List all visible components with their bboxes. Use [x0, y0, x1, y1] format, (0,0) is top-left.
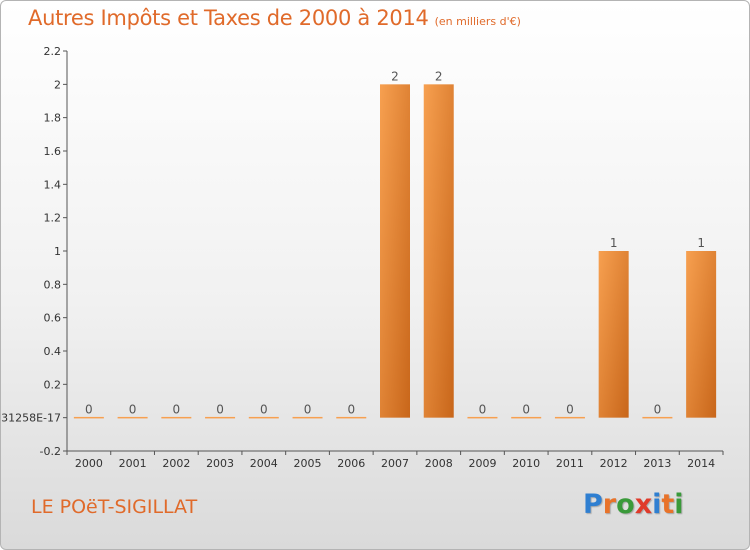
chart-bars — [73, 84, 717, 419]
y-tick-label: 0.8 — [44, 278, 62, 291]
x-tick-label: 2014 — [687, 457, 715, 470]
y-tick-label: 1.6 — [44, 145, 62, 158]
x-tick-label: 2000 — [75, 457, 103, 470]
chart-title: Autres Impôts et Taxes de 2000 à 2014 (en… — [28, 6, 521, 30]
bar — [73, 416, 104, 419]
logo-letter: P — [583, 489, 603, 520]
x-tick-label: 2013 — [643, 457, 671, 470]
bar — [292, 416, 323, 419]
bar — [117, 416, 148, 419]
y-tick-label: 2 — [54, 78, 61, 91]
data-label: 0 — [216, 403, 224, 417]
data-label: 2 — [391, 69, 399, 83]
bar — [554, 416, 585, 419]
y-tick-label: 1.8 — [44, 112, 62, 125]
x-tick-label: 2011 — [556, 457, 584, 470]
y-tick-label: -0.2 — [40, 445, 61, 458]
x-tick-label: 2007 — [381, 457, 409, 470]
y-tick-label: 2.2 — [44, 45, 62, 58]
data-label: 2 — [435, 69, 443, 83]
y-tick-label: 0.2 — [44, 378, 62, 391]
data-label: 0 — [173, 403, 181, 417]
bar — [598, 251, 629, 418]
bar — [380, 84, 410, 418]
y-tick-label: -5.5511151231258E-17 — [1, 412, 61, 425]
bar — [248, 416, 279, 419]
commune-name: LE POëT-SIGILLAT — [31, 496, 198, 518]
data-label: 0 — [566, 403, 574, 417]
logo-letter: i — [652, 489, 662, 520]
logo-letter: o — [616, 489, 635, 520]
bar — [511, 416, 542, 419]
x-tick-label: 2012 — [600, 457, 628, 470]
x-tick-label: 2006 — [337, 457, 365, 470]
data-label: 0 — [129, 403, 137, 417]
x-tick-label: 2005 — [294, 457, 322, 470]
logo-letter: i — [674, 489, 684, 520]
proxiti-logo: Proxiti — [583, 489, 684, 520]
y-tick-label: 1 — [54, 245, 61, 258]
x-tick-label: 2008 — [425, 457, 453, 470]
x-tick-label: 2003 — [206, 457, 234, 470]
y-tick-label: 1.2 — [44, 212, 62, 225]
chart-subtitle: (en milliers d'€) — [434, 15, 521, 28]
data-label: 0 — [85, 403, 93, 417]
bar — [336, 416, 367, 419]
bar — [423, 84, 454, 418]
y-tick-label: 1.4 — [44, 178, 62, 191]
chart-axes: -0.2 -5.5511151231258E-17 0.2 0.4 0.6 0.8 1 1.2… — [1, 45, 724, 470]
chart-data-labels: 0 0 0 0 0 0 0 2 2 0 0 0 1 0 1 — [85, 69, 705, 416]
bar — [161, 416, 192, 419]
logo-letter: x — [634, 489, 653, 520]
data-label: 1 — [610, 236, 618, 250]
data-label: 0 — [347, 403, 355, 417]
data-label: 0 — [260, 403, 268, 417]
y-tick-label: 0.4 — [44, 345, 62, 358]
bar — [467, 416, 498, 419]
data-label: 0 — [304, 403, 312, 417]
x-tick-label: 2001 — [119, 457, 147, 470]
x-tick-label: 2010 — [512, 457, 540, 470]
bar — [205, 416, 236, 419]
logo-letter: r — [602, 489, 617, 520]
bar — [642, 416, 673, 419]
data-label: 0 — [522, 403, 530, 417]
bar — [686, 251, 717, 418]
data-label: 0 — [479, 403, 487, 417]
x-tick-label: 2009 — [468, 457, 496, 470]
x-tick-label: 2004 — [250, 457, 278, 470]
y-tick-label: 0.6 — [44, 312, 62, 325]
data-label: 1 — [697, 236, 705, 250]
logo-letter: t — [661, 489, 675, 520]
x-tick-label: 2002 — [162, 457, 190, 470]
data-label: 0 — [654, 403, 662, 417]
chart-title-text: Autres Impôts et Taxes de 2000 à 2014 — [28, 6, 429, 30]
